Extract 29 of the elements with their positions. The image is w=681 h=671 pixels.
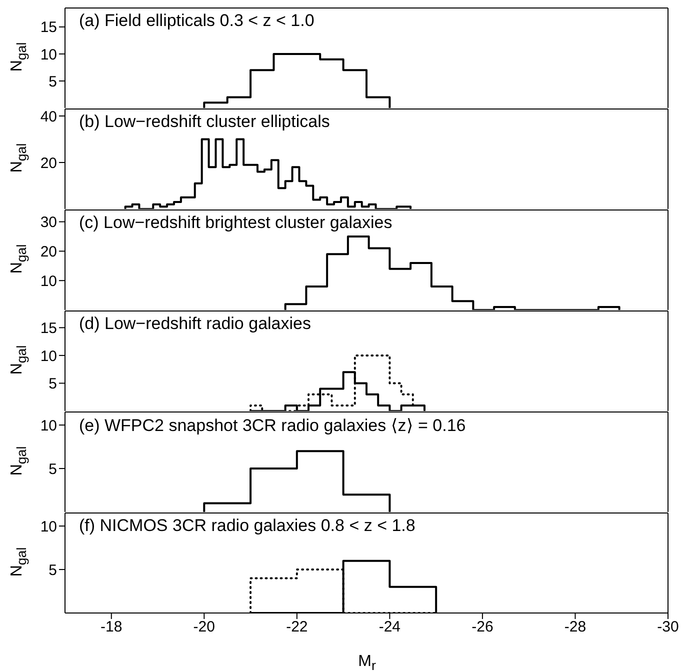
chart-title: (c) Low−redshift brightest cluster galaxies [79,213,392,233]
x-axis-title: M$_{r}$ [358,653,376,671]
x-tick-label: -28 [564,618,586,636]
chart-title: (e) WFPC2 snapshot 3CR radio galaxies ⟨z⟩ = 0.16 [79,415,466,436]
y-tick-label: 10 [40,518,57,536]
y-tick-label: 10 [40,417,57,434]
y-tick-label: 5 [48,562,57,579]
y-tick-label: 5 [48,460,57,478]
y-tick-label: 20 [40,244,57,260]
chart-title: (d) Low−redshift radio galaxies [79,314,311,334]
y-tick-label: 5 [48,73,57,90]
x-tick-label: -30 [657,618,679,636]
y-tick-label: 10 [40,46,57,64]
y-tick-label: 15 [40,19,57,36]
x-tick-label: -20 [193,618,215,636]
chart-title: (f) NICMOS 3CR radio galaxies 0.8 < z < 1.8 [79,516,416,536]
y-tick-label: 30 [40,214,57,232]
chart-title: (a) Field ellipticals 0.3 < z < 1.0 [79,11,314,31]
y-tick-label: 20 [40,154,57,172]
chart-title: (b) Low−redshift cluster ellipticals [79,112,330,132]
y-tick-label: 5 [48,376,57,393]
y-tick-label: 10 [40,348,57,365]
y-tick-label: 40 [40,108,57,126]
x-tick-label: -26 [472,618,494,636]
x-tick-label: -22 [286,618,308,636]
y-tick-label: 15 [40,320,57,337]
x-tick-label: -18 [100,618,122,636]
y-tick-label: 10 [40,272,57,290]
x-tick-label: -24 [378,618,401,636]
